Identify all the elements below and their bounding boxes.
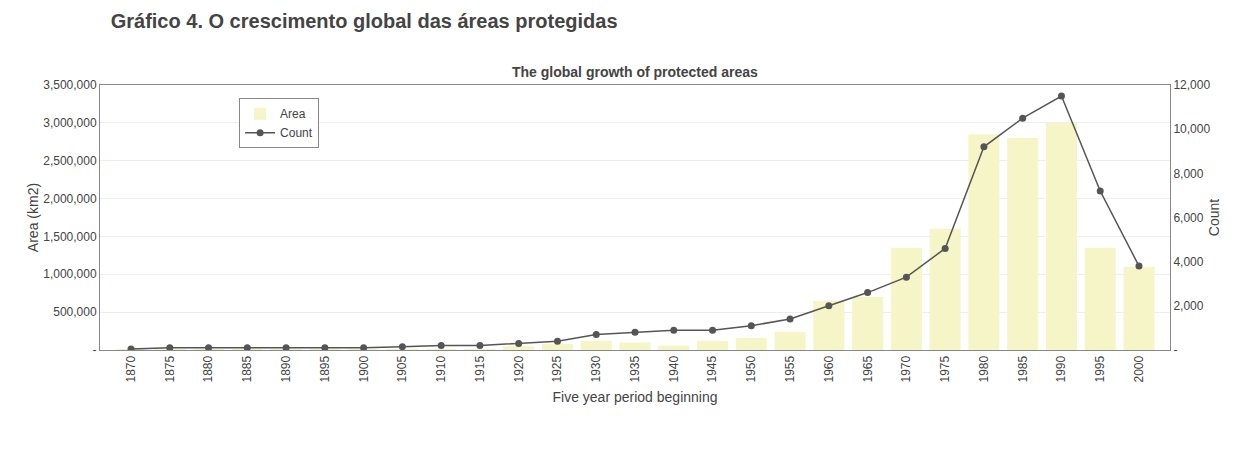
svg-text:Count: Count bbox=[1206, 199, 1222, 236]
svg-text:8,000: 8,000 bbox=[1173, 167, 1203, 181]
svg-text:Count: Count bbox=[280, 126, 313, 140]
svg-text:Five year period beginning: Five year period beginning bbox=[553, 389, 718, 405]
svg-text:1,500,000: 1,500,000 bbox=[43, 230, 97, 244]
svg-text:1975: 1975 bbox=[938, 355, 952, 382]
svg-text:Area: Area bbox=[280, 107, 306, 121]
svg-text:-: - bbox=[93, 343, 97, 357]
svg-text:1970: 1970 bbox=[899, 355, 913, 382]
svg-text:4,000: 4,000 bbox=[1173, 255, 1203, 269]
svg-text:1,000,000: 1,000,000 bbox=[43, 267, 97, 281]
svg-text:2,500,000: 2,500,000 bbox=[43, 154, 97, 168]
svg-text:1885: 1885 bbox=[240, 355, 254, 382]
svg-text:The global growth of protected: The global growth of protected areas bbox=[512, 64, 758, 80]
svg-text:1875: 1875 bbox=[163, 355, 177, 382]
svg-text:2000: 2000 bbox=[1132, 355, 1146, 382]
svg-text:1910: 1910 bbox=[434, 355, 448, 382]
svg-text:1950: 1950 bbox=[744, 355, 758, 382]
svg-text:12,000: 12,000 bbox=[1173, 78, 1210, 92]
svg-text:-: - bbox=[1173, 343, 1177, 357]
svg-text:1965: 1965 bbox=[861, 355, 875, 382]
svg-text:1995: 1995 bbox=[1093, 355, 1107, 382]
svg-text:1880: 1880 bbox=[201, 355, 215, 382]
svg-text:1900: 1900 bbox=[357, 355, 371, 382]
svg-text:3,000,000: 3,000,000 bbox=[43, 116, 97, 130]
svg-text:1870: 1870 bbox=[124, 355, 138, 382]
svg-text:500,000: 500,000 bbox=[53, 305, 97, 319]
svg-text:1985: 1985 bbox=[1016, 355, 1030, 382]
svg-text:1890: 1890 bbox=[279, 355, 293, 382]
svg-text:3,500,000: 3,500,000 bbox=[43, 78, 97, 92]
svg-text:1905: 1905 bbox=[395, 355, 409, 382]
svg-text:1940: 1940 bbox=[667, 355, 681, 382]
svg-text:1895: 1895 bbox=[318, 355, 332, 382]
svg-text:Gráfico 4. O crescimento globa: Gráfico 4. O crescimento global das área… bbox=[111, 10, 618, 32]
svg-text:1980: 1980 bbox=[977, 355, 991, 382]
svg-text:1955: 1955 bbox=[783, 355, 797, 382]
svg-text:1990: 1990 bbox=[1054, 355, 1068, 382]
svg-text:Area (km2): Area (km2) bbox=[25, 183, 41, 252]
svg-text:1920: 1920 bbox=[512, 355, 526, 382]
svg-text:2,000: 2,000 bbox=[1173, 299, 1203, 313]
svg-text:1960: 1960 bbox=[822, 355, 836, 382]
svg-text:1945: 1945 bbox=[705, 355, 719, 382]
svg-text:2,000,000: 2,000,000 bbox=[43, 192, 97, 206]
svg-text:1915: 1915 bbox=[473, 355, 487, 382]
svg-text:1925: 1925 bbox=[550, 355, 564, 382]
svg-text:1930: 1930 bbox=[589, 355, 603, 382]
svg-text:6,000: 6,000 bbox=[1173, 211, 1203, 225]
svg-text:1935: 1935 bbox=[628, 355, 642, 382]
svg-text:10,000: 10,000 bbox=[1173, 122, 1210, 136]
